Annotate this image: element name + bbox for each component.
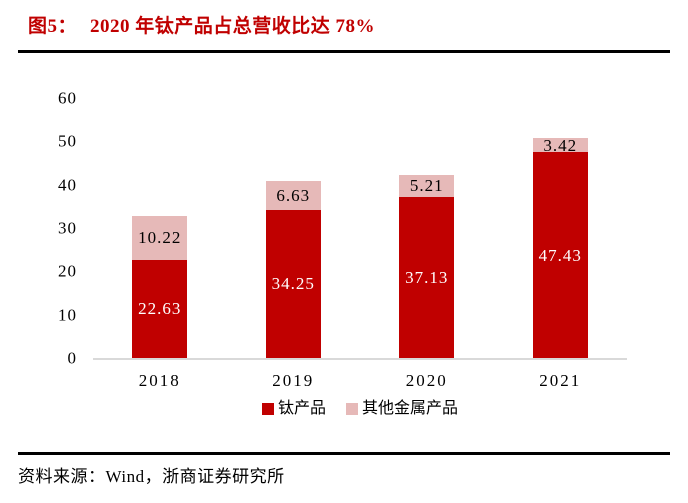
bar-segment-series-0: 22.63 [132,259,188,358]
bottom-divider [18,452,670,455]
bar-value-label: 3.42 [543,135,578,155]
figure-title-text: 2020 年钛产品占总营收比达 78% [90,16,376,37]
bar-segment-series-0: 37.13 [399,197,455,358]
legend-item-0: 钛产品 [261,400,326,417]
bar-segment-series-1: 5.21 [399,174,455,198]
y-tick-label: 50 [58,131,77,151]
figure-title: 图5： 2020 年钛产品占总营收比达 78% [28,11,375,38]
legend-swatch [261,403,274,415]
legend-label: 其他金属产品 [362,400,459,417]
bar-value-label: 5.21 [409,176,444,196]
y-tick-label: 60 [58,88,77,108]
bar-segment-series-1: 10.22 [132,215,188,260]
bar-segment-series-0: 47.43 [532,152,588,358]
y-tick-label: 10 [58,305,77,325]
legend: 钛产品 其他金属产品 [93,401,627,417]
bar-segment-series-0: 34.25 [265,209,321,358]
bar-value-label: 37.13 [405,268,449,288]
y-tick-label: 20 [58,261,77,281]
bar-value-label: 47.43 [538,245,582,265]
x-axis-label: 2018 [138,371,181,390]
legend-swatch [346,403,358,415]
legend-label: 钛产品 [277,400,326,417]
bar-value-label: 10.22 [138,228,182,248]
y-tick-label: 40 [58,175,77,195]
y-tick-label: 30 [58,218,77,238]
x-axis-label: 2021 [539,371,582,390]
x-axis-label: 2020 [405,371,448,390]
figure-number-label: 图5： [28,16,78,37]
bar-value-label: 22.63 [138,299,182,319]
plot-area: 0 10 20 30 40 50 60 22.63 10.22 2018 34.25 6.63 2019… [58,90,627,389]
x-axis-label: 2019 [272,371,315,390]
legend-item-1: 其他金属产品 [346,401,458,417]
bar-segment-series-1: 6.63 [265,180,321,210]
bar-segment-series-1: 3.42 [532,135,588,155]
y-tick-label: 0 [67,348,77,368]
source-text: 资料来源：Wind，浙商证券研究所 [18,467,285,486]
bar-value-label: 6.63 [276,185,311,205]
bar-value-label: 34.25 [271,274,315,294]
top-divider [18,50,670,53]
